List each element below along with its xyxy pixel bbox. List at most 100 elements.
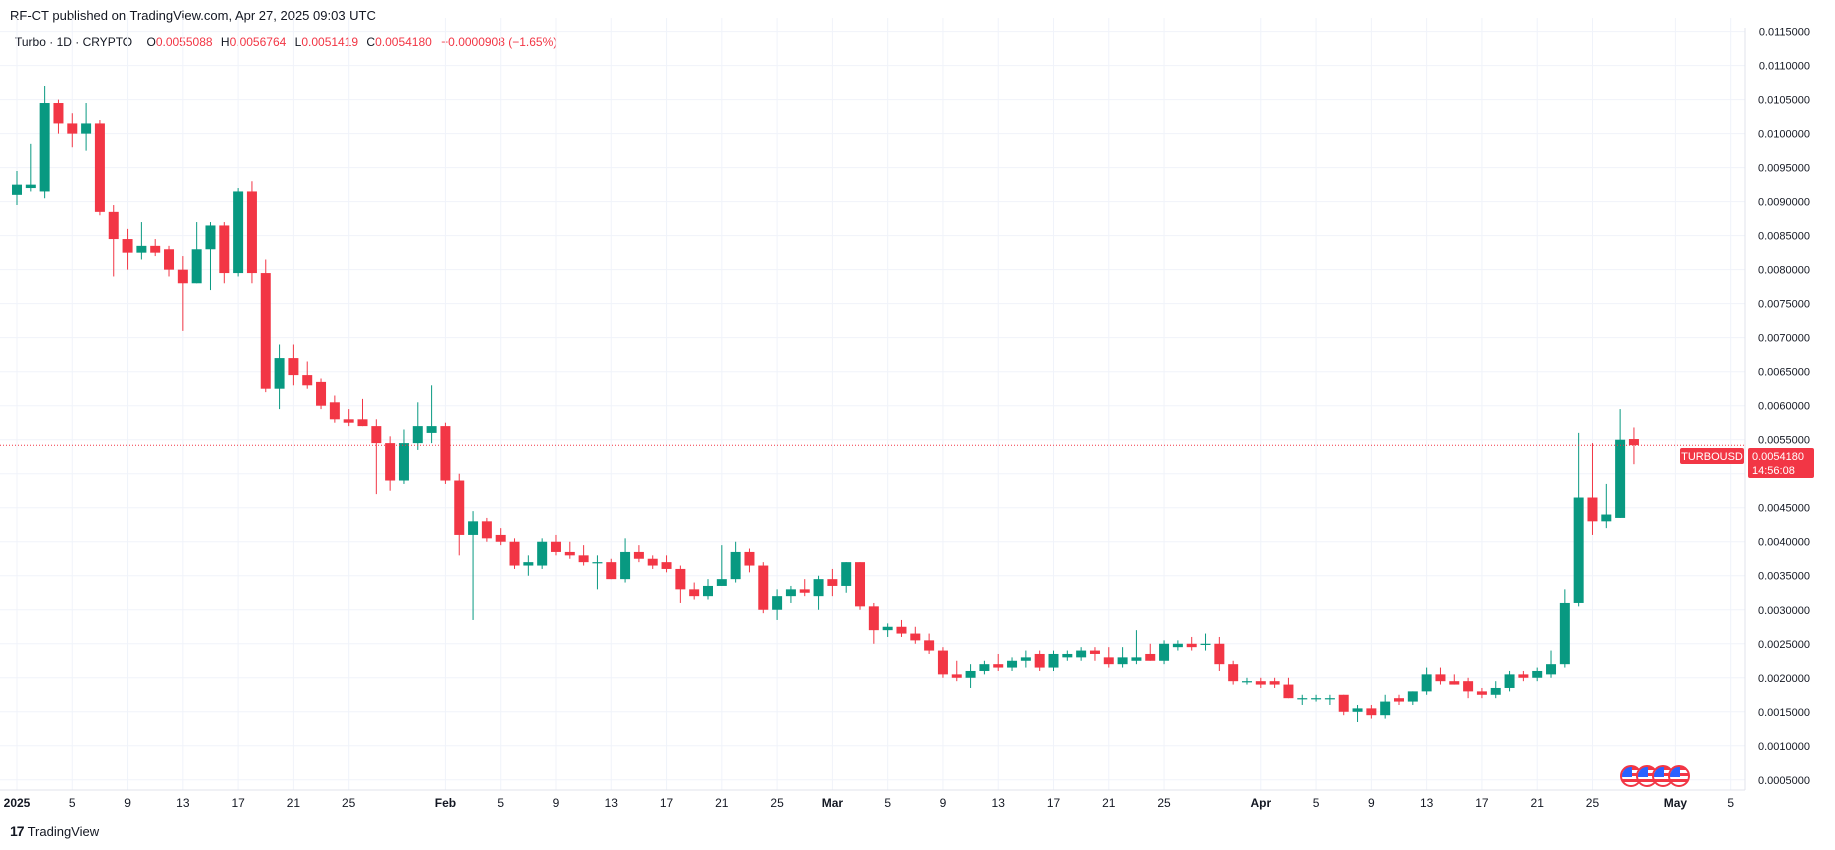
- candle-body: [67, 123, 78, 134]
- high-label: H: [220, 35, 230, 49]
- candle: [537, 538, 548, 569]
- candle-body: [1449, 681, 1460, 685]
- candle: [316, 378, 327, 410]
- candle-body: [827, 579, 838, 586]
- price-tick-label: 0.0005000: [1758, 775, 1810, 787]
- time-tick-label: 17: [1475, 796, 1489, 810]
- candle: [578, 545, 589, 566]
- candle-body: [385, 443, 396, 481]
- candle: [122, 228, 133, 270]
- price-tick-label: 0.0115000: [1759, 27, 1810, 39]
- candle-body: [993, 664, 1004, 668]
- price-axis[interactable]: 0.0115000 0.0110000 0.0105000 0.0100000 0.00…: [1758, 27, 1810, 787]
- ohlc-legend: Turbo · 1D · CRYPTO O0.0055088 H0.005676…: [15, 35, 557, 49]
- candle-body: [979, 664, 990, 671]
- candle-body: [633, 551, 644, 559]
- tradingview-logo-icon: 17: [10, 823, 25, 839]
- candle: [1421, 667, 1432, 695]
- candle: [1214, 636, 1225, 671]
- candle: [260, 259, 271, 393]
- candle-body: [675, 568, 686, 590]
- candle: [855, 562, 866, 610]
- candle-body: [564, 551, 575, 556]
- candle: [841, 562, 852, 593]
- candle-body: [1601, 514, 1612, 522]
- candle: [343, 409, 354, 427]
- candle-body: [1587, 497, 1598, 522]
- candle: [703, 579, 713, 600]
- time-tick-label: 5: [1313, 796, 1320, 810]
- candle: [12, 171, 22, 206]
- candle: [509, 538, 520, 569]
- low-label: L: [294, 35, 302, 49]
- candle: [1504, 670, 1515, 692]
- candle: [564, 541, 575, 559]
- candle-body: [1076, 650, 1087, 658]
- candle-body: [1573, 497, 1584, 603]
- price-tick-label: 0.0105000: [1758, 95, 1810, 107]
- time-tick-label: 13: [176, 796, 190, 810]
- candle: [1283, 677, 1294, 699]
- candle-body: [924, 640, 935, 651]
- time-axis[interactable]: 2025 5 9 13 17 21 25 Feb 5 9 13 17 21 25 Mar 5 9 13 17 21 25…: [4, 796, 1735, 810]
- candle-body: [1615, 439, 1626, 518]
- candle-body: [1103, 657, 1114, 665]
- time-tick-label: 2025: [4, 796, 31, 810]
- candle: [1628, 427, 1639, 465]
- candle: [1311, 694, 1322, 702]
- candle-body: [1089, 650, 1100, 654]
- candle: [1131, 630, 1142, 665]
- candle-body: [592, 562, 603, 564]
- candle: [1255, 677, 1266, 688]
- candle-body: [1628, 439, 1639, 446]
- price-tick-label: 0.0075000: [1758, 299, 1810, 311]
- candle: [246, 181, 257, 284]
- time-tick-label: 5: [69, 796, 76, 810]
- candle-body: [772, 596, 783, 610]
- candle-body: [1020, 657, 1031, 661]
- symbol-label[interactable]: Turbo · 1D · CRYPTO: [15, 35, 133, 49]
- candle-body: [25, 184, 36, 189]
- price-tag: 0.0054180 14:56:08: [1748, 448, 1814, 478]
- candle-body: [537, 541, 548, 566]
- time-tick-label: 9: [553, 796, 560, 810]
- price-tick-label: 0.0110000: [1759, 61, 1810, 73]
- candle: [827, 568, 838, 597]
- candle: [468, 511, 479, 620]
- candle-body: [440, 426, 451, 481]
- candle: [1048, 650, 1059, 671]
- candle-body: [509, 541, 520, 566]
- candle-body: [689, 589, 700, 597]
- event-flags[interactable]: [1620, 765, 1690, 787]
- candle-body: [896, 626, 907, 634]
- candle-body: [1532, 670, 1543, 678]
- candle-body: [1407, 691, 1418, 702]
- candle-body: [1324, 698, 1335, 700]
- price-tick-label: 0.0025000: [1758, 639, 1810, 651]
- candles: [12, 86, 1639, 722]
- grid-lines: [0, 18, 1745, 790]
- open-label: O: [146, 35, 156, 49]
- footer-brand[interactable]: 17 TradingView: [10, 823, 99, 839]
- candle-body: [703, 585, 713, 597]
- candle: [1518, 670, 1529, 682]
- candle: [592, 555, 603, 590]
- candle: [910, 626, 921, 644]
- candle: [81, 103, 92, 151]
- time-tick-label: 21: [715, 796, 729, 810]
- candle-body: [108, 211, 119, 240]
- candle: [1546, 650, 1557, 678]
- candle-body: [965, 670, 976, 678]
- candle: [108, 205, 119, 277]
- candle: [661, 555, 672, 573]
- us-flag-icon[interactable]: [1668, 765, 1690, 787]
- candle: [965, 664, 976, 688]
- price-tick-label: 0.0020000: [1758, 673, 1810, 685]
- candle: [1200, 633, 1211, 651]
- brand-name: TradingView: [27, 823, 100, 839]
- candle: [785, 585, 796, 603]
- candle: [385, 436, 396, 491]
- low-value: 0.0051419: [301, 35, 359, 49]
- candle-body: [246, 191, 257, 274]
